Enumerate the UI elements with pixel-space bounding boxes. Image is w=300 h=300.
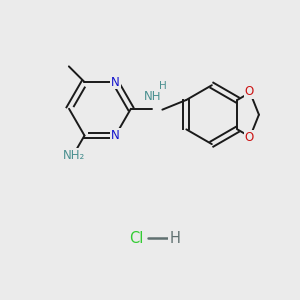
Text: Cl: Cl [130,231,144,246]
Text: NH: NH [144,90,161,103]
Text: O: O [245,131,254,144]
Text: NH₂: NH₂ [63,149,85,162]
Text: N: N [111,129,120,142]
Text: H: H [169,231,181,246]
Text: H: H [159,81,167,91]
Text: O: O [245,85,254,98]
Text: N: N [111,76,120,88]
